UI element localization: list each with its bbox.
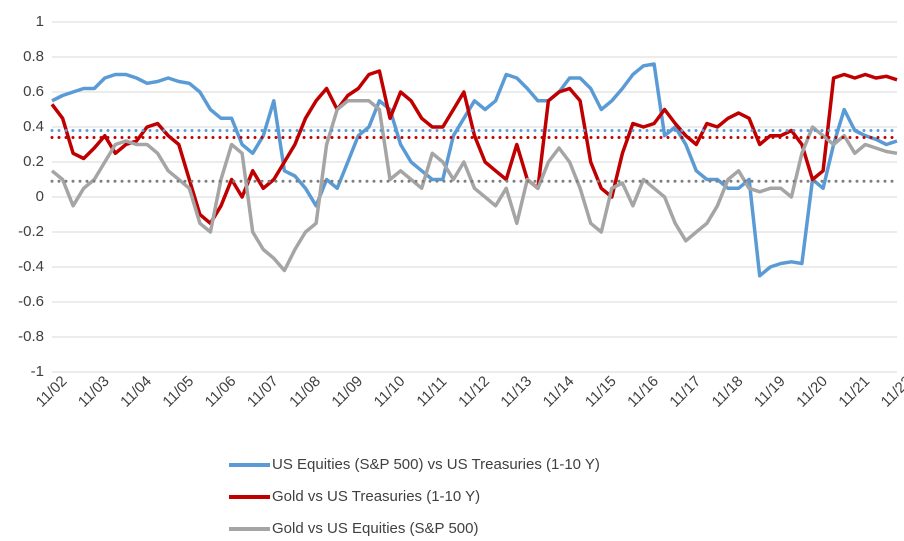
- x-tick-label: 11/08: [286, 373, 324, 411]
- x-tick-label: 11/06: [202, 373, 240, 411]
- x-tick-label: 11/12: [455, 373, 493, 411]
- x-tick-label: 11/22: [878, 373, 904, 411]
- x-tick-label: 11/20: [793, 373, 831, 411]
- x-tick-label: 11/21: [835, 373, 873, 411]
- x-tick-label: 11/14: [540, 373, 578, 411]
- y-tick-label: 0.6: [23, 83, 44, 100]
- x-tick-label: 11/13: [497, 373, 535, 411]
- x-tick-label: 11/03: [75, 373, 113, 411]
- y-tick-label: 0.8: [23, 48, 44, 65]
- y-tick-label: -0.4: [18, 258, 44, 275]
- x-tick-label: 11/16: [624, 373, 662, 411]
- x-tick-label: 11/15: [582, 373, 620, 411]
- x-tick-label: 11/04: [117, 373, 155, 411]
- y-tick-label: 1: [36, 13, 44, 30]
- series-line: [51, 62, 898, 278]
- x-tick-label: 11/19: [751, 373, 789, 411]
- legend-label: Gold vs US Treasuries (1-10 Y): [272, 488, 480, 505]
- x-tick-label: 11/10: [371, 373, 409, 411]
- y-tick-label: -0.2: [18, 223, 44, 240]
- y-tick-label: -0.6: [18, 293, 44, 310]
- x-tick-label: 11/18: [709, 373, 747, 411]
- x-tick-label: 11/09: [328, 373, 366, 411]
- x-tick-label: 11/07: [244, 373, 282, 411]
- x-tick-label: 11/11: [413, 373, 450, 410]
- x-tick-label: 11/17: [666, 373, 704, 411]
- legend-label: US Equities (S&P 500) vs US Treasuries (…: [272, 456, 600, 473]
- series-line: [50, 69, 898, 226]
- x-tick-label: 11/05: [159, 373, 197, 411]
- y-tick-label: -0.8: [18, 328, 44, 345]
- y-tick-label: -1: [31, 363, 44, 380]
- legend-label: Gold vs US Equities (S&P 500): [272, 520, 478, 537]
- y-tick-label: 0.2: [23, 153, 44, 170]
- y-tick-label: 0.4: [23, 118, 44, 135]
- series-line: [50, 99, 898, 273]
- y-tick-label: 0: [36, 188, 44, 205]
